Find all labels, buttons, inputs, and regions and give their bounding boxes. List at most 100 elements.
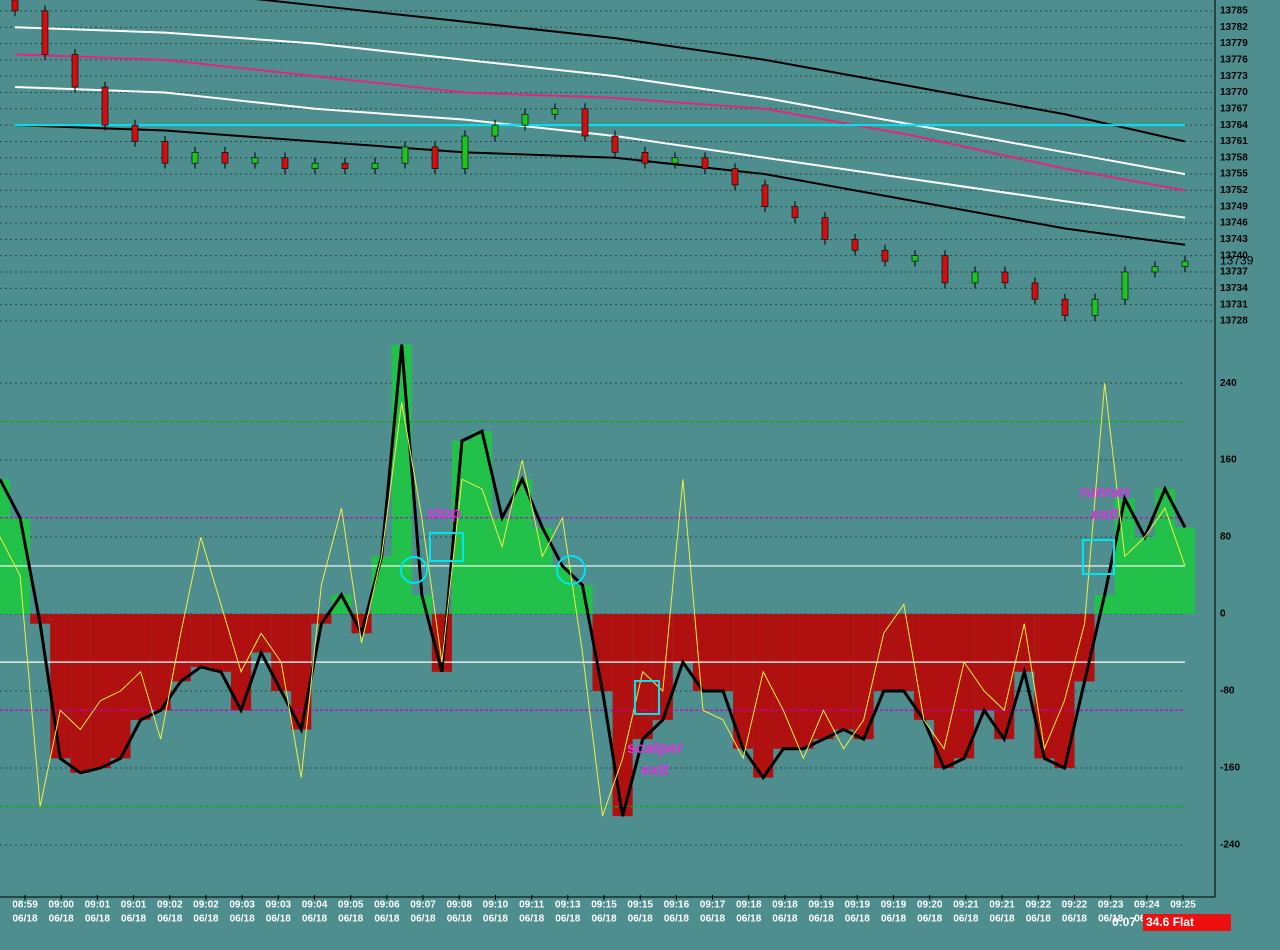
candle-body [911,255,919,262]
x-tick-label: 09:25 [1170,900,1196,911]
x-date-label: 06/18 [736,914,761,925]
histogram-bar [692,614,714,692]
candle-body [881,249,889,262]
x-date-label: 06/18 [881,914,906,925]
candle-body [191,152,199,164]
marker-circle [556,555,586,585]
histogram-bar [954,614,975,759]
x-date-label: 06/18 [193,914,218,925]
histogram-bar [190,614,211,667]
histogram-bar [994,614,1015,740]
x-tick-label: 09:11 [519,900,544,911]
x-date-label: 06/18 [338,914,363,925]
histogram-bar [853,614,874,740]
candle-body [131,124,139,142]
annotation: stop [427,505,461,522]
histogram-bar [512,479,533,615]
x-tick-label: 09:05 [338,900,364,911]
marker-box [634,680,660,715]
x-date-label: 06/18 [519,914,544,925]
candle-body [581,108,589,137]
histogram-bar [672,614,693,663]
histogram-bar [813,614,834,740]
x-date-label: 06/18 [917,914,942,925]
candle-body [251,157,259,164]
x-tick-label: 09:03 [229,900,255,911]
x-date-label: 06/18 [700,914,725,925]
histogram-bar [50,614,71,759]
y-tick-label: 13764 [1220,120,1248,131]
candle-body [371,162,379,169]
candle-body [491,124,499,137]
x-date-label: 06/18 [374,914,399,925]
candle-body [851,239,859,251]
x-date-label: 06/18 [85,914,110,925]
x-tick-label: 09:17 [700,900,726,911]
x-tick-label: 09:22 [1025,900,1051,911]
x-date-label: 06/18 [411,914,436,925]
candle-body [221,152,229,164]
x-date-label: 06/18 [664,914,689,925]
y-tick-label: 13773 [1220,71,1248,82]
x-tick-label: 08:59 [12,900,38,911]
candle-body [1031,282,1039,300]
moving-average [14,53,1186,192]
candle-body [1121,271,1129,300]
y-tick-label: 13752 [1220,185,1248,196]
y-tick-label: 13755 [1220,169,1248,180]
x-date-label: 06/18 [121,914,146,925]
histogram-bar [532,527,553,615]
oscillator-line [0,344,1187,817]
candle-body [971,271,979,284]
status-box [1143,914,1231,931]
x-tick-label: 09:18 [772,900,798,911]
candle-body [761,184,769,208]
candle-body [821,217,829,240]
last-price-label: 13739 [1220,253,1254,267]
candle-body [281,157,289,169]
histogram-bar [210,614,231,672]
y-tick-label: 0 [1220,609,1226,620]
y-tick-label: 13740 [1220,250,1248,261]
x-tick-label: 09:08 [446,900,472,911]
histogram-bar [713,614,734,692]
y-tick-label: 13761 [1220,136,1248,147]
x-date-label: 06/18 [809,914,834,925]
candle-body [1061,298,1069,316]
candle-body [311,162,319,169]
x-date-label: 06/18 [555,914,580,925]
x-tick-label: 09:13 [555,900,581,911]
candle-body [611,135,619,153]
candle-body [341,162,349,169]
x-tick-label: 09:06 [374,900,400,911]
histogram-bar [70,614,91,773]
marker-circle [400,556,428,584]
candle-body [161,141,169,164]
x-date-label: 06/18 [990,914,1015,925]
histogram-bar [1154,488,1175,615]
histogram-bar [913,614,934,720]
x-tick-label: 09:03 [266,900,292,911]
y-tick-label: 13737 [1220,267,1248,278]
marker-box [1082,539,1115,575]
x-date-label: 06/18 [845,914,870,925]
histogram-bar [1054,614,1075,768]
annotation-box: scalper exit [627,740,683,779]
y-tick-label: 160 [1220,455,1237,466]
histogram-bar [873,614,894,692]
x-tick-label: 09:21 [989,900,1015,911]
x-tick-label: 09:23 [1098,900,1124,911]
x-tick-label: 09:21 [953,900,979,911]
x-tick-label: 09:20 [917,900,943,911]
histogram-bar [552,565,573,615]
histogram-bar [773,614,794,749]
candle-body [101,86,109,126]
annotation: runner exit [1079,484,1131,523]
x-tick-label: 09:01 [85,900,111,911]
candle-body [1151,266,1159,273]
x-date-label: 06/18 [1026,914,1051,925]
y-tick-label: -80 [1220,686,1235,697]
